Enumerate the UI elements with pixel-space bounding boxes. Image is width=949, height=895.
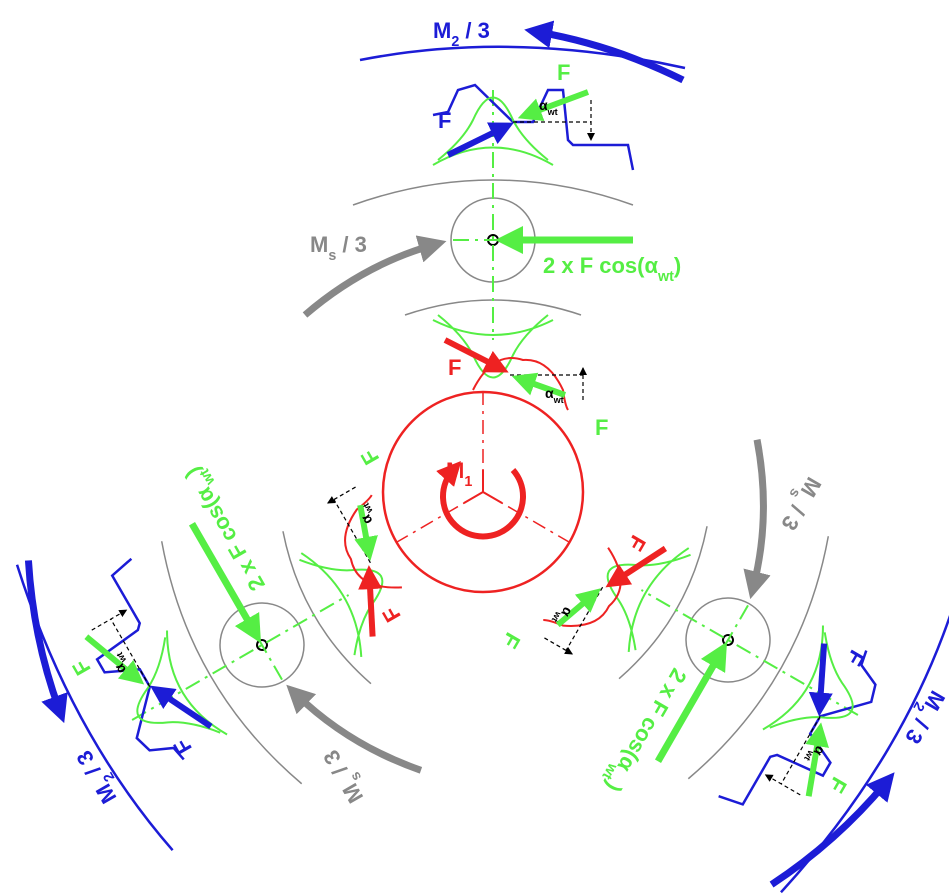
planet-ring-force-arrow bbox=[529, 92, 588, 114]
ring-torque-label: M2 / 3 bbox=[433, 18, 490, 50]
ring-force-arrow bbox=[797, 644, 848, 705]
sun-torque-label: M1 bbox=[446, 458, 472, 490]
text-part: / 3 bbox=[459, 18, 490, 43]
ring-force-arrow bbox=[448, 128, 503, 155]
mesh-angle-label: αwt bbox=[545, 385, 564, 405]
subscript: 1 bbox=[464, 474, 472, 490]
ring-force-label: F bbox=[438, 108, 451, 133]
ring-force-arrow bbox=[160, 679, 211, 740]
subscript: wt bbox=[547, 107, 558, 117]
text-part: F bbox=[595, 415, 608, 440]
sun-gear bbox=[383, 392, 583, 592]
sun-force-label: F bbox=[623, 531, 651, 555]
ring-force-label: F bbox=[841, 646, 869, 670]
planet-centerline bbox=[453, 90, 533, 340]
ring-arc bbox=[0, 565, 180, 857]
ring-torque-label: M2 / 3 bbox=[71, 743, 127, 808]
ring-force-label: F bbox=[168, 734, 196, 758]
text-part: M bbox=[310, 232, 328, 257]
planet-tooth bbox=[297, 524, 411, 659]
sun-tooth bbox=[543, 538, 636, 646]
carrier-torque-label: Ms / 3 bbox=[318, 742, 374, 807]
planet-force-label: F bbox=[557, 60, 570, 85]
text-part: 2 x F cos(α bbox=[543, 253, 658, 278]
ring-torque-label: M2 / 3 bbox=[894, 683, 949, 748]
text-part: F bbox=[168, 734, 196, 758]
planet-force-label: F bbox=[356, 445, 384, 469]
text-part: / 3 bbox=[776, 496, 813, 535]
planet-force-label: F bbox=[497, 628, 525, 652]
subscript: s bbox=[328, 248, 336, 264]
sun-force-arrow bbox=[346, 577, 396, 636]
sun-force-label: F bbox=[377, 602, 405, 626]
mesh-angle-label: αwt bbox=[539, 97, 558, 117]
sun-force-label: F bbox=[448, 355, 461, 380]
text-part: F bbox=[497, 628, 525, 652]
planet-ring-force-arrow bbox=[86, 626, 135, 688]
text-part: F bbox=[356, 445, 384, 469]
subscript: wt bbox=[553, 395, 564, 405]
subscript: wt bbox=[657, 269, 674, 285]
planet-force-label: F bbox=[824, 773, 852, 797]
subscript: 2 bbox=[451, 34, 459, 50]
text-part: ) bbox=[674, 253, 681, 278]
carrier-torque-label: Ms / 3 bbox=[770, 470, 826, 535]
text-part: F bbox=[841, 646, 869, 670]
sun-centerlines bbox=[397, 392, 569, 542]
text-part: F bbox=[377, 602, 405, 626]
text-part: F bbox=[557, 60, 570, 85]
text-part: M bbox=[446, 458, 464, 483]
text-part: F bbox=[623, 531, 651, 555]
text-part: / 3 bbox=[336, 232, 367, 257]
planet-force-label: F bbox=[67, 655, 95, 679]
text-part: F bbox=[438, 108, 451, 133]
ring-torque-arrow bbox=[0, 560, 101, 710]
bearing-force-label: 2 x F cos(αwt) bbox=[543, 253, 681, 285]
text-part: F bbox=[448, 355, 461, 380]
planetary-gear-diagram: M1FFαwtFFαwtM2 / 3Ms / 32 x F cos(αwt)FF… bbox=[0, 0, 949, 895]
text-part: F bbox=[67, 655, 95, 679]
planet-force-label: F bbox=[595, 415, 608, 440]
text-part: F bbox=[824, 773, 852, 797]
ring-tooth bbox=[433, 85, 633, 170]
mesh-angle-label: αwt bbox=[352, 501, 379, 527]
text-part: M bbox=[433, 18, 451, 43]
carrier-torque-label: Ms / 3 bbox=[310, 232, 367, 264]
